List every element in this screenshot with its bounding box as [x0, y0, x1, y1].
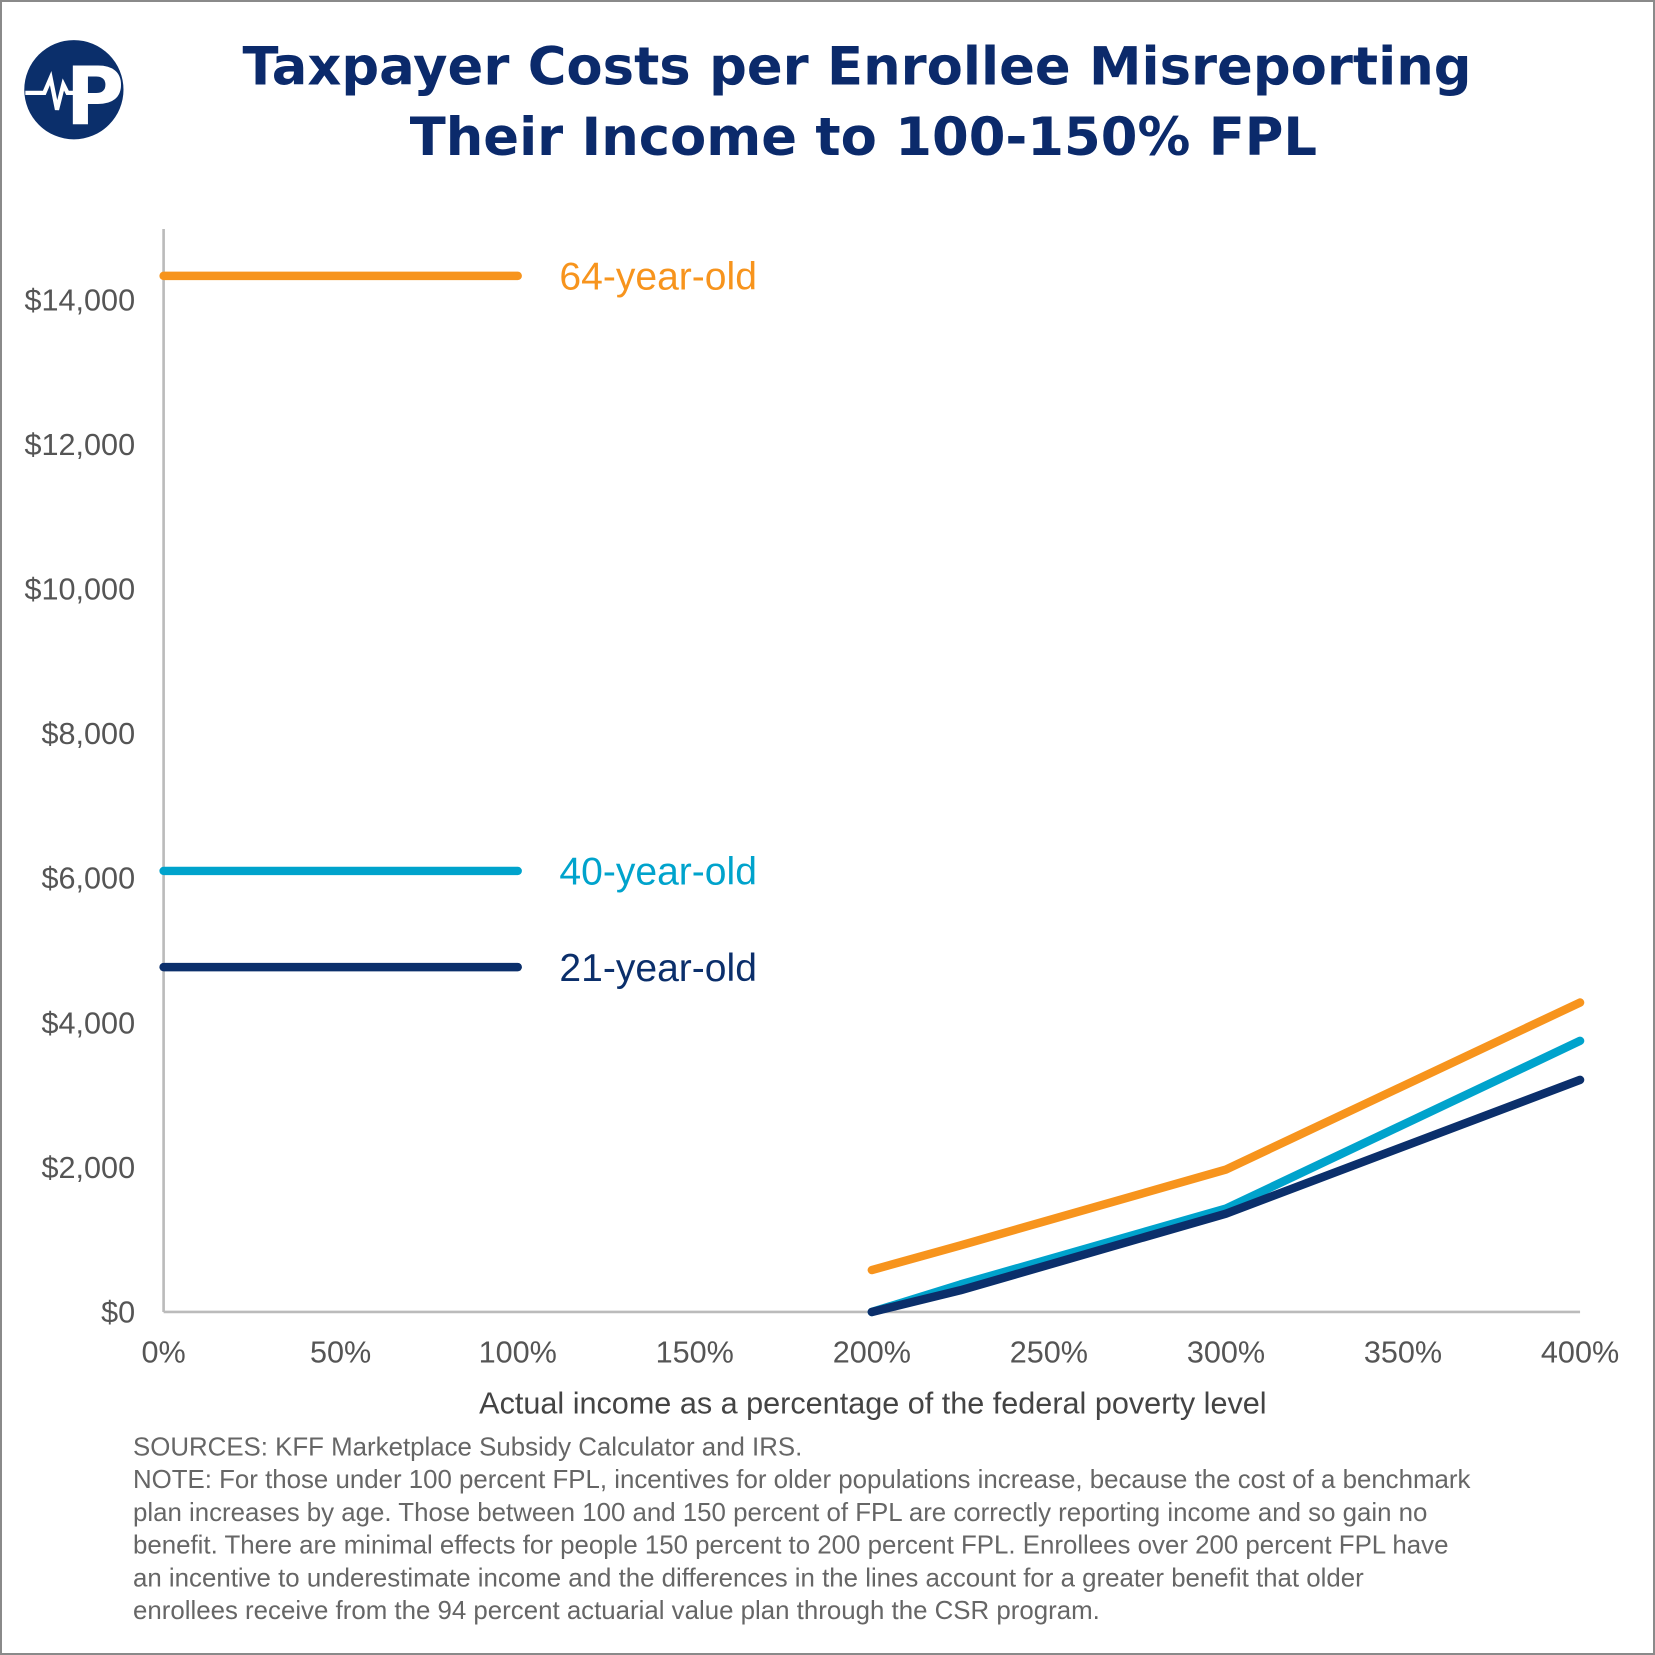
y-tick-label: $10,000	[25, 573, 136, 607]
note-line: an incentive to underestimate income and…	[133, 1564, 1364, 1592]
series-line-40-year-old-segment-1	[867, 1036, 1585, 1317]
y-tick-label: $2,000	[42, 1151, 136, 1185]
chart-title-line-2: Their Income to 100-150% FPL	[410, 107, 1317, 168]
note-line: NOTE: For those under 100 percent FPL, i…	[133, 1466, 1471, 1494]
y-tick-label: $6,000	[42, 862, 136, 896]
y-tick-label: $12,000	[25, 428, 136, 462]
series-label: 40-year-old	[559, 851, 757, 894]
series-label: 64-year-old	[559, 256, 757, 299]
y-tick-label: $8,000	[42, 717, 136, 751]
x-tick-label: 300%	[1187, 1336, 1265, 1370]
x-tick-label: 400%	[1541, 1336, 1619, 1370]
note-line: plan increases by age. Those between 100…	[133, 1499, 1427, 1527]
x-tick-label: 150%	[656, 1336, 734, 1370]
x-tick-label: 200%	[833, 1336, 911, 1370]
y-tick-label: $4,000	[42, 1006, 136, 1040]
series-label: 21-year-old	[559, 947, 757, 990]
y-tick-label: $14,000	[25, 283, 136, 317]
x-tick-label: 50%	[310, 1336, 371, 1370]
x-axis-label: Actual income as a percentage of the fed…	[479, 1386, 1266, 1420]
x-tick-label: 100%	[479, 1336, 557, 1370]
series-line-64-year-old-segment-1	[867, 998, 1585, 1275]
svg-text:P: P	[65, 51, 124, 144]
note-line: enrollees receive from the 94 percent ac…	[133, 1597, 1100, 1625]
x-tick-label: 250%	[1010, 1336, 1088, 1370]
sources-text: SOURCES: KFF Marketplace Subsidy Calcula…	[133, 1434, 802, 1462]
note-line: benefit. There are minimal effects for p…	[133, 1532, 1448, 1560]
y-tick-label: $0	[101, 1296, 135, 1330]
chart-title-line-1: Taxpayer Costs per Enrollee Misreporting	[243, 36, 1472, 97]
x-tick-label: 350%	[1364, 1336, 1442, 1370]
logo: P	[24, 40, 124, 144]
x-tick-label: 0%	[141, 1336, 185, 1370]
series-line-21-year-old-segment-1	[867, 1075, 1585, 1317]
